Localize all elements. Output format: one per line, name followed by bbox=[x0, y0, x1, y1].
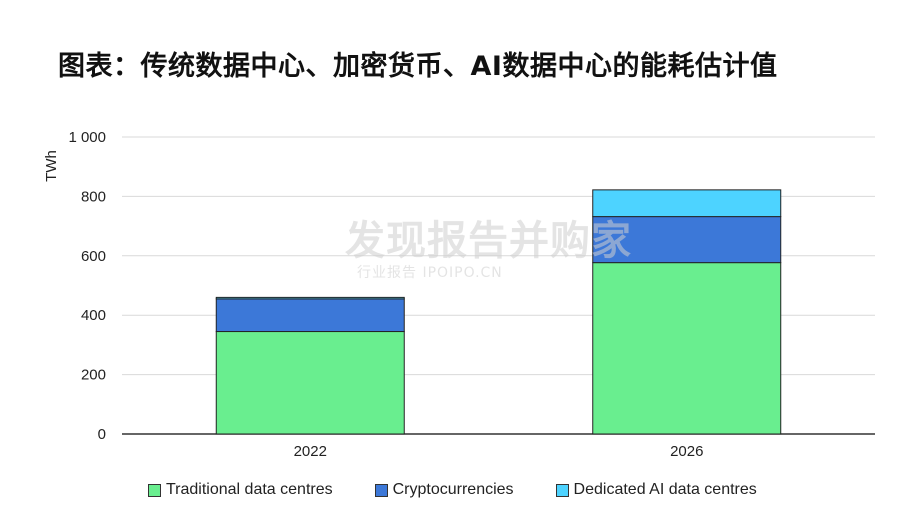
y-tick-label: 800 bbox=[81, 188, 106, 205]
legend-swatch bbox=[555, 483, 569, 497]
legend-item: Cryptocurrencies bbox=[374, 481, 514, 499]
legend: Traditional data centres Cryptocurrencies… bbox=[148, 481, 799, 499]
chart-title: 图表：传统数据中心、加密货币、AI数据中心的能耗估计值 bbox=[58, 51, 778, 82]
legend-item: Dedicated AI data centres bbox=[555, 481, 757, 499]
y-tick-labels: 0 200 400 600 800 1 000 bbox=[68, 129, 106, 443]
y-tick-label: 1 000 bbox=[68, 129, 106, 146]
x-tick-label: 2022 bbox=[294, 443, 327, 460]
legend-swatch bbox=[148, 483, 161, 497]
y-tick-label: 400 bbox=[81, 307, 106, 324]
bar-segment bbox=[215, 296, 405, 300]
y-axis-label: TWh bbox=[43, 150, 60, 182]
bar-segment bbox=[592, 262, 782, 435]
bar-segment bbox=[592, 216, 782, 264]
bar-segment bbox=[215, 331, 405, 435]
bars bbox=[215, 189, 782, 435]
bar-segment bbox=[592, 189, 782, 218]
legend-label: Traditional data centres bbox=[166, 481, 333, 498]
x-tick-label: 2026 bbox=[670, 443, 703, 460]
legend-label: Cryptocurrencies bbox=[392, 481, 514, 498]
legend-swatch bbox=[374, 483, 388, 497]
y-tick-label: 0 bbox=[98, 426, 106, 443]
y-tick-label: 600 bbox=[81, 248, 106, 265]
legend-label: Dedicated AI data centres bbox=[573, 481, 757, 498]
bar-segment bbox=[215, 298, 405, 333]
x-tick-labels: 2022 2026 bbox=[294, 443, 704, 460]
y-tick-label: 200 bbox=[81, 367, 106, 384]
legend-item: Traditional data centres bbox=[148, 481, 333, 499]
